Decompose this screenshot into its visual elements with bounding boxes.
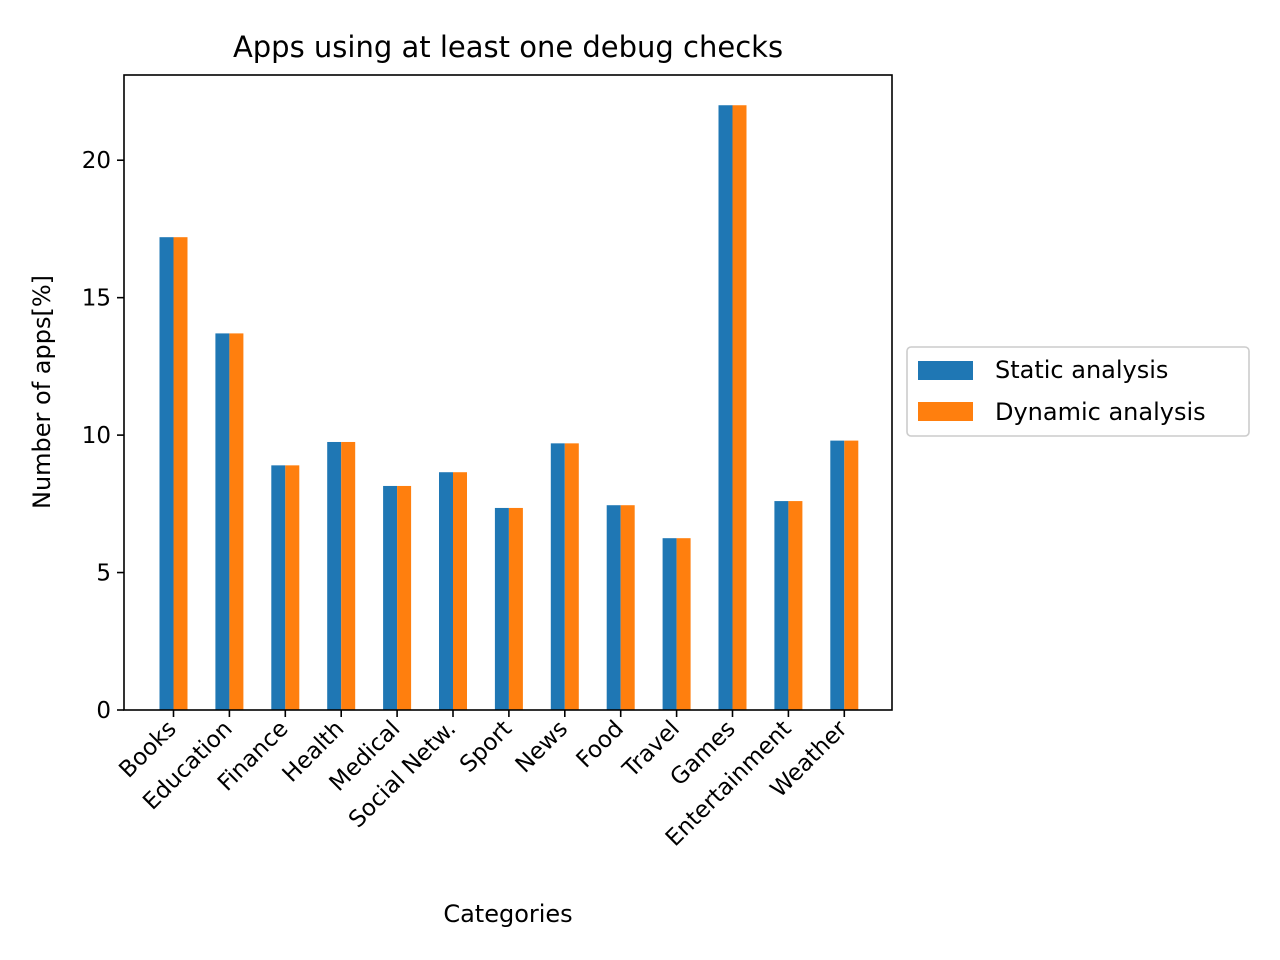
y-tick-label-10: 10 (82, 423, 111, 449)
y-tick-label-20: 20 (82, 148, 111, 174)
bar-dynamic-analysis-news (564, 443, 579, 710)
bar-static-analysis-travel (662, 538, 677, 710)
x-tick-label-news: News (511, 716, 573, 778)
legend-label-static-analysis: Static analysis (995, 356, 1168, 384)
y-axis: 0 5 10 15 20 (82, 148, 124, 724)
bar-dynamic-analysis-weather (844, 440, 859, 710)
bar-dynamic-analysis-food (620, 505, 635, 710)
y-tick-label-5: 5 (96, 561, 111, 587)
bar-static-analysis-weather (830, 440, 845, 710)
legend: Static analysis Dynamic analysis (906, 346, 1250, 437)
bar-static-analysis-finance (271, 465, 286, 710)
y-tick-label-15: 15 (82, 286, 111, 312)
bar-dynamic-analysis-health (341, 441, 356, 710)
bar-static-analysis-books (159, 237, 174, 710)
bar-dynamic-analysis-sport (508, 507, 523, 710)
bar-dynamic-analysis-education (229, 333, 244, 710)
bar-static-analysis-medical (383, 485, 398, 710)
legend-box (906, 346, 1250, 437)
y-tick-label-0: 0 (96, 698, 111, 724)
x-axis: BooksEducationFinanceHealthMedicalSocial… (114, 710, 853, 852)
bar-dynamic-analysis-entertainment (788, 501, 803, 710)
bar-dynamic-analysis-medical (397, 485, 412, 710)
bar-static-analysis-games (718, 105, 733, 711)
bar-static-analysis-food (606, 505, 621, 710)
chart-title: Apps using at least one debug checks (233, 30, 783, 64)
x-axis-label: Categories (443, 900, 572, 928)
bar-dynamic-analysis-travel (676, 538, 691, 710)
bar-dynamic-analysis-games (732, 105, 747, 711)
legend-swatch-static-analysis (918, 361, 973, 380)
x-tick-label-sport: Sport (455, 716, 517, 778)
bar-static-analysis-entertainment (774, 501, 789, 710)
bar-static-analysis-education (215, 333, 230, 710)
axes-frame (123, 74, 893, 711)
legend-swatch-dynamic-analysis (918, 402, 973, 421)
plot-area (159, 105, 859, 711)
bar-dynamic-analysis-finance (285, 465, 300, 710)
y-axis-label: Number of apps[%] (28, 275, 56, 509)
legend-label-dynamic-analysis: Dynamic analysis (995, 398, 1206, 426)
bar-dynamic-analysis-books (173, 237, 188, 710)
bar-dynamic-analysis-social-netw (453, 472, 467, 710)
bar-static-analysis-health (327, 441, 342, 710)
bar-static-analysis-news (550, 443, 565, 710)
bar-static-analysis-sport (494, 507, 509, 710)
bar-static-analysis-social-netw (439, 472, 453, 710)
